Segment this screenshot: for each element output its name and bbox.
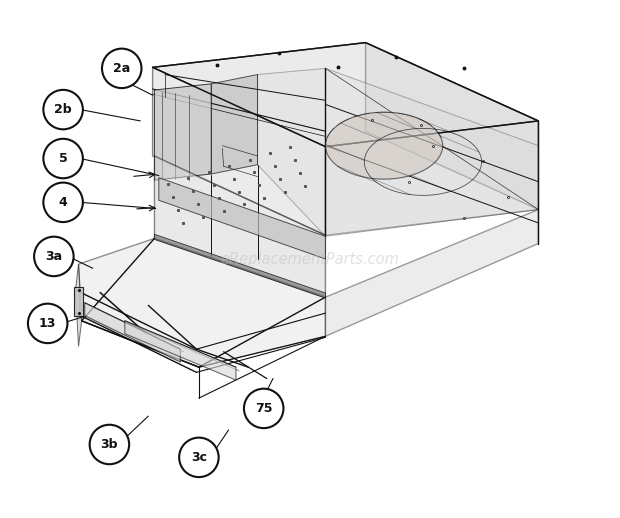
Polygon shape — [159, 178, 326, 259]
Text: 3b: 3b — [100, 438, 118, 451]
Text: 5: 5 — [59, 152, 68, 165]
Text: 2a: 2a — [113, 62, 130, 75]
Polygon shape — [74, 287, 83, 315]
Polygon shape — [79, 238, 326, 367]
Polygon shape — [257, 68, 538, 236]
Ellipse shape — [244, 388, 283, 428]
Ellipse shape — [179, 438, 219, 477]
Ellipse shape — [34, 237, 74, 276]
Text: eReplacementParts.com: eReplacementParts.com — [221, 252, 399, 266]
Polygon shape — [326, 121, 538, 235]
Ellipse shape — [102, 49, 141, 88]
Polygon shape — [154, 234, 326, 298]
Polygon shape — [154, 84, 211, 180]
Text: 2b: 2b — [55, 103, 72, 116]
Polygon shape — [326, 210, 538, 336]
Polygon shape — [76, 264, 82, 347]
Polygon shape — [125, 321, 236, 380]
Polygon shape — [326, 112, 443, 179]
Polygon shape — [153, 42, 538, 147]
Polygon shape — [211, 75, 257, 174]
Polygon shape — [85, 303, 180, 362]
Text: 3c: 3c — [191, 451, 207, 464]
Ellipse shape — [43, 90, 83, 130]
Text: 3a: 3a — [45, 250, 63, 263]
Ellipse shape — [43, 182, 83, 222]
Ellipse shape — [90, 425, 129, 464]
Text: 75: 75 — [255, 402, 272, 415]
Polygon shape — [366, 42, 538, 210]
Polygon shape — [154, 156, 326, 297]
Ellipse shape — [28, 304, 68, 343]
Text: 4: 4 — [59, 196, 68, 209]
Text: 13: 13 — [39, 317, 56, 330]
Ellipse shape — [43, 139, 83, 178]
Polygon shape — [153, 67, 326, 235]
